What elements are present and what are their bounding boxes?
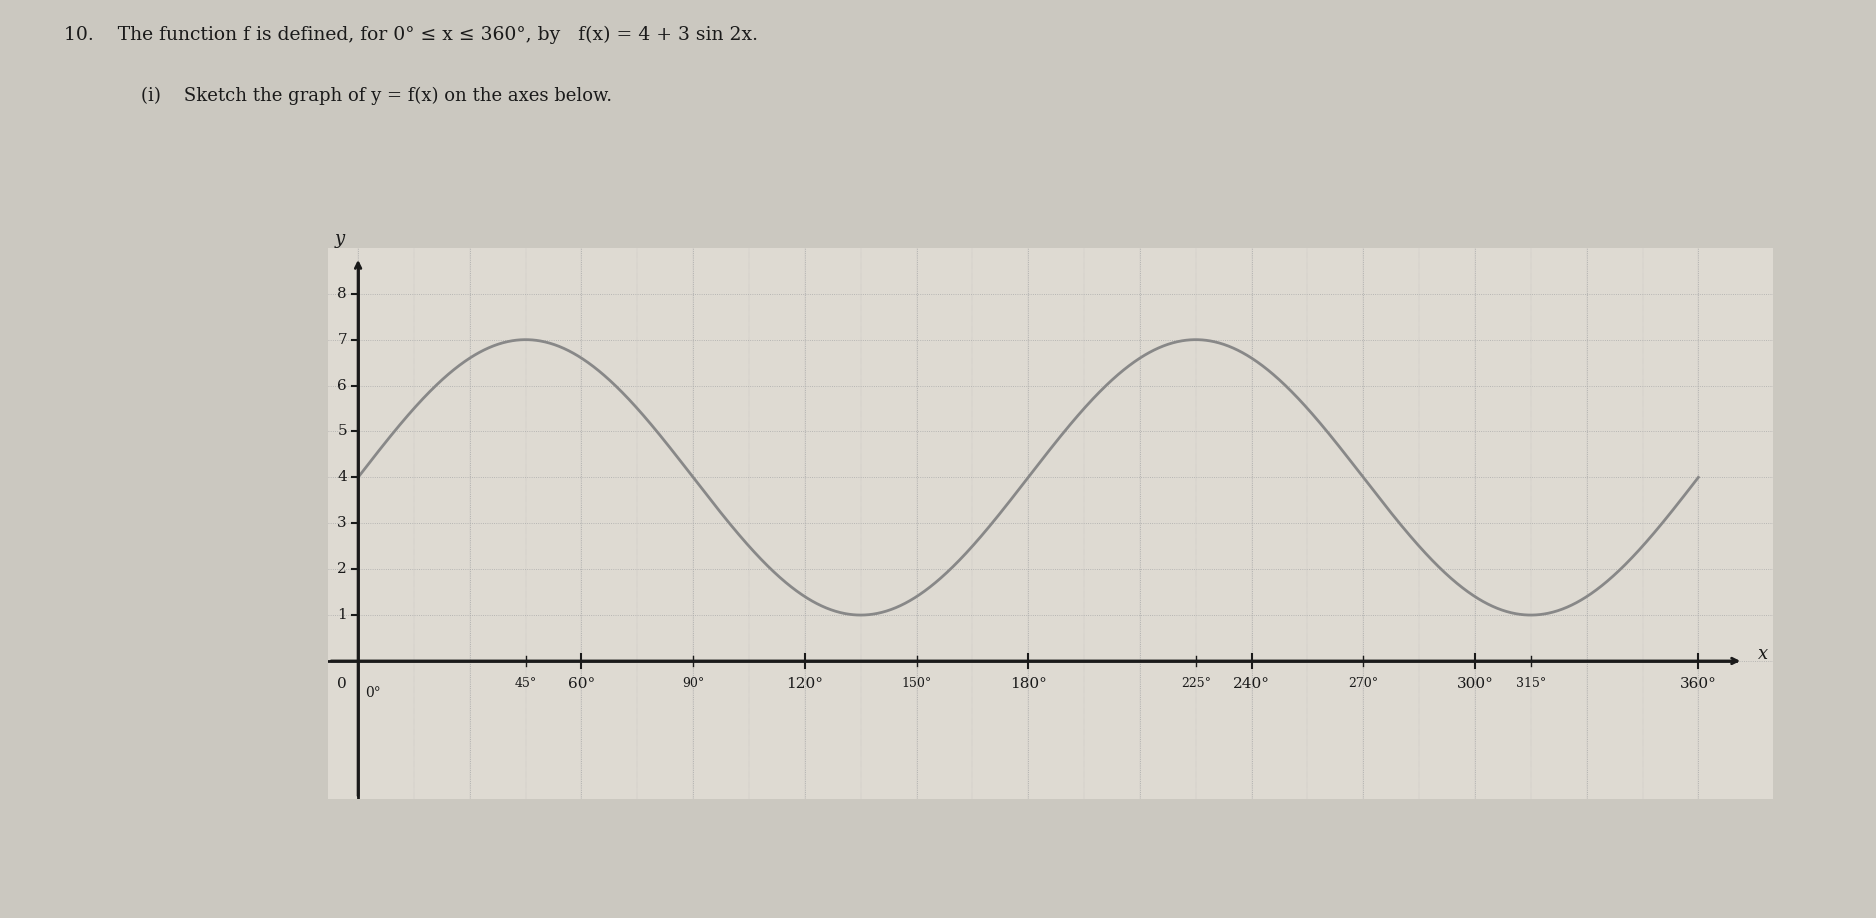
Text: 6: 6 [338, 378, 347, 393]
Text: 3: 3 [338, 516, 347, 531]
Text: 315°: 315° [1516, 677, 1546, 690]
Text: 1: 1 [338, 608, 347, 622]
Text: 300°: 300° [1456, 677, 1493, 691]
Text: 60°: 60° [568, 677, 595, 691]
Text: 2: 2 [338, 562, 347, 577]
Text: y: y [334, 230, 345, 248]
Text: 0°: 0° [366, 687, 381, 700]
Text: 10.    The function f is defined, for 0° ≤ x ≤ 360°, by   f(x) = 4 + 3 sin 2x.: 10. The function f is defined, for 0° ≤ … [64, 26, 758, 44]
Text: 270°: 270° [1349, 677, 1379, 690]
Text: 0: 0 [338, 677, 347, 691]
Text: (i)    Sketch the graph of y = f(x) on the axes below.: (i) Sketch the graph of y = f(x) on the … [141, 87, 612, 106]
Text: 150°: 150° [900, 677, 932, 690]
Text: 4: 4 [338, 470, 347, 485]
Text: 225°: 225° [1180, 677, 1210, 690]
Text: 5: 5 [338, 424, 347, 439]
Text: 180°: 180° [1009, 677, 1047, 691]
Text: 240°: 240° [1233, 677, 1270, 691]
Text: 360°: 360° [1679, 677, 1717, 691]
Text: 120°: 120° [786, 677, 824, 691]
Text: 8: 8 [338, 286, 347, 301]
Text: x: x [1758, 645, 1767, 663]
Text: 7: 7 [338, 332, 347, 347]
Text: 90°: 90° [683, 677, 704, 690]
Text: 45°: 45° [514, 677, 537, 690]
